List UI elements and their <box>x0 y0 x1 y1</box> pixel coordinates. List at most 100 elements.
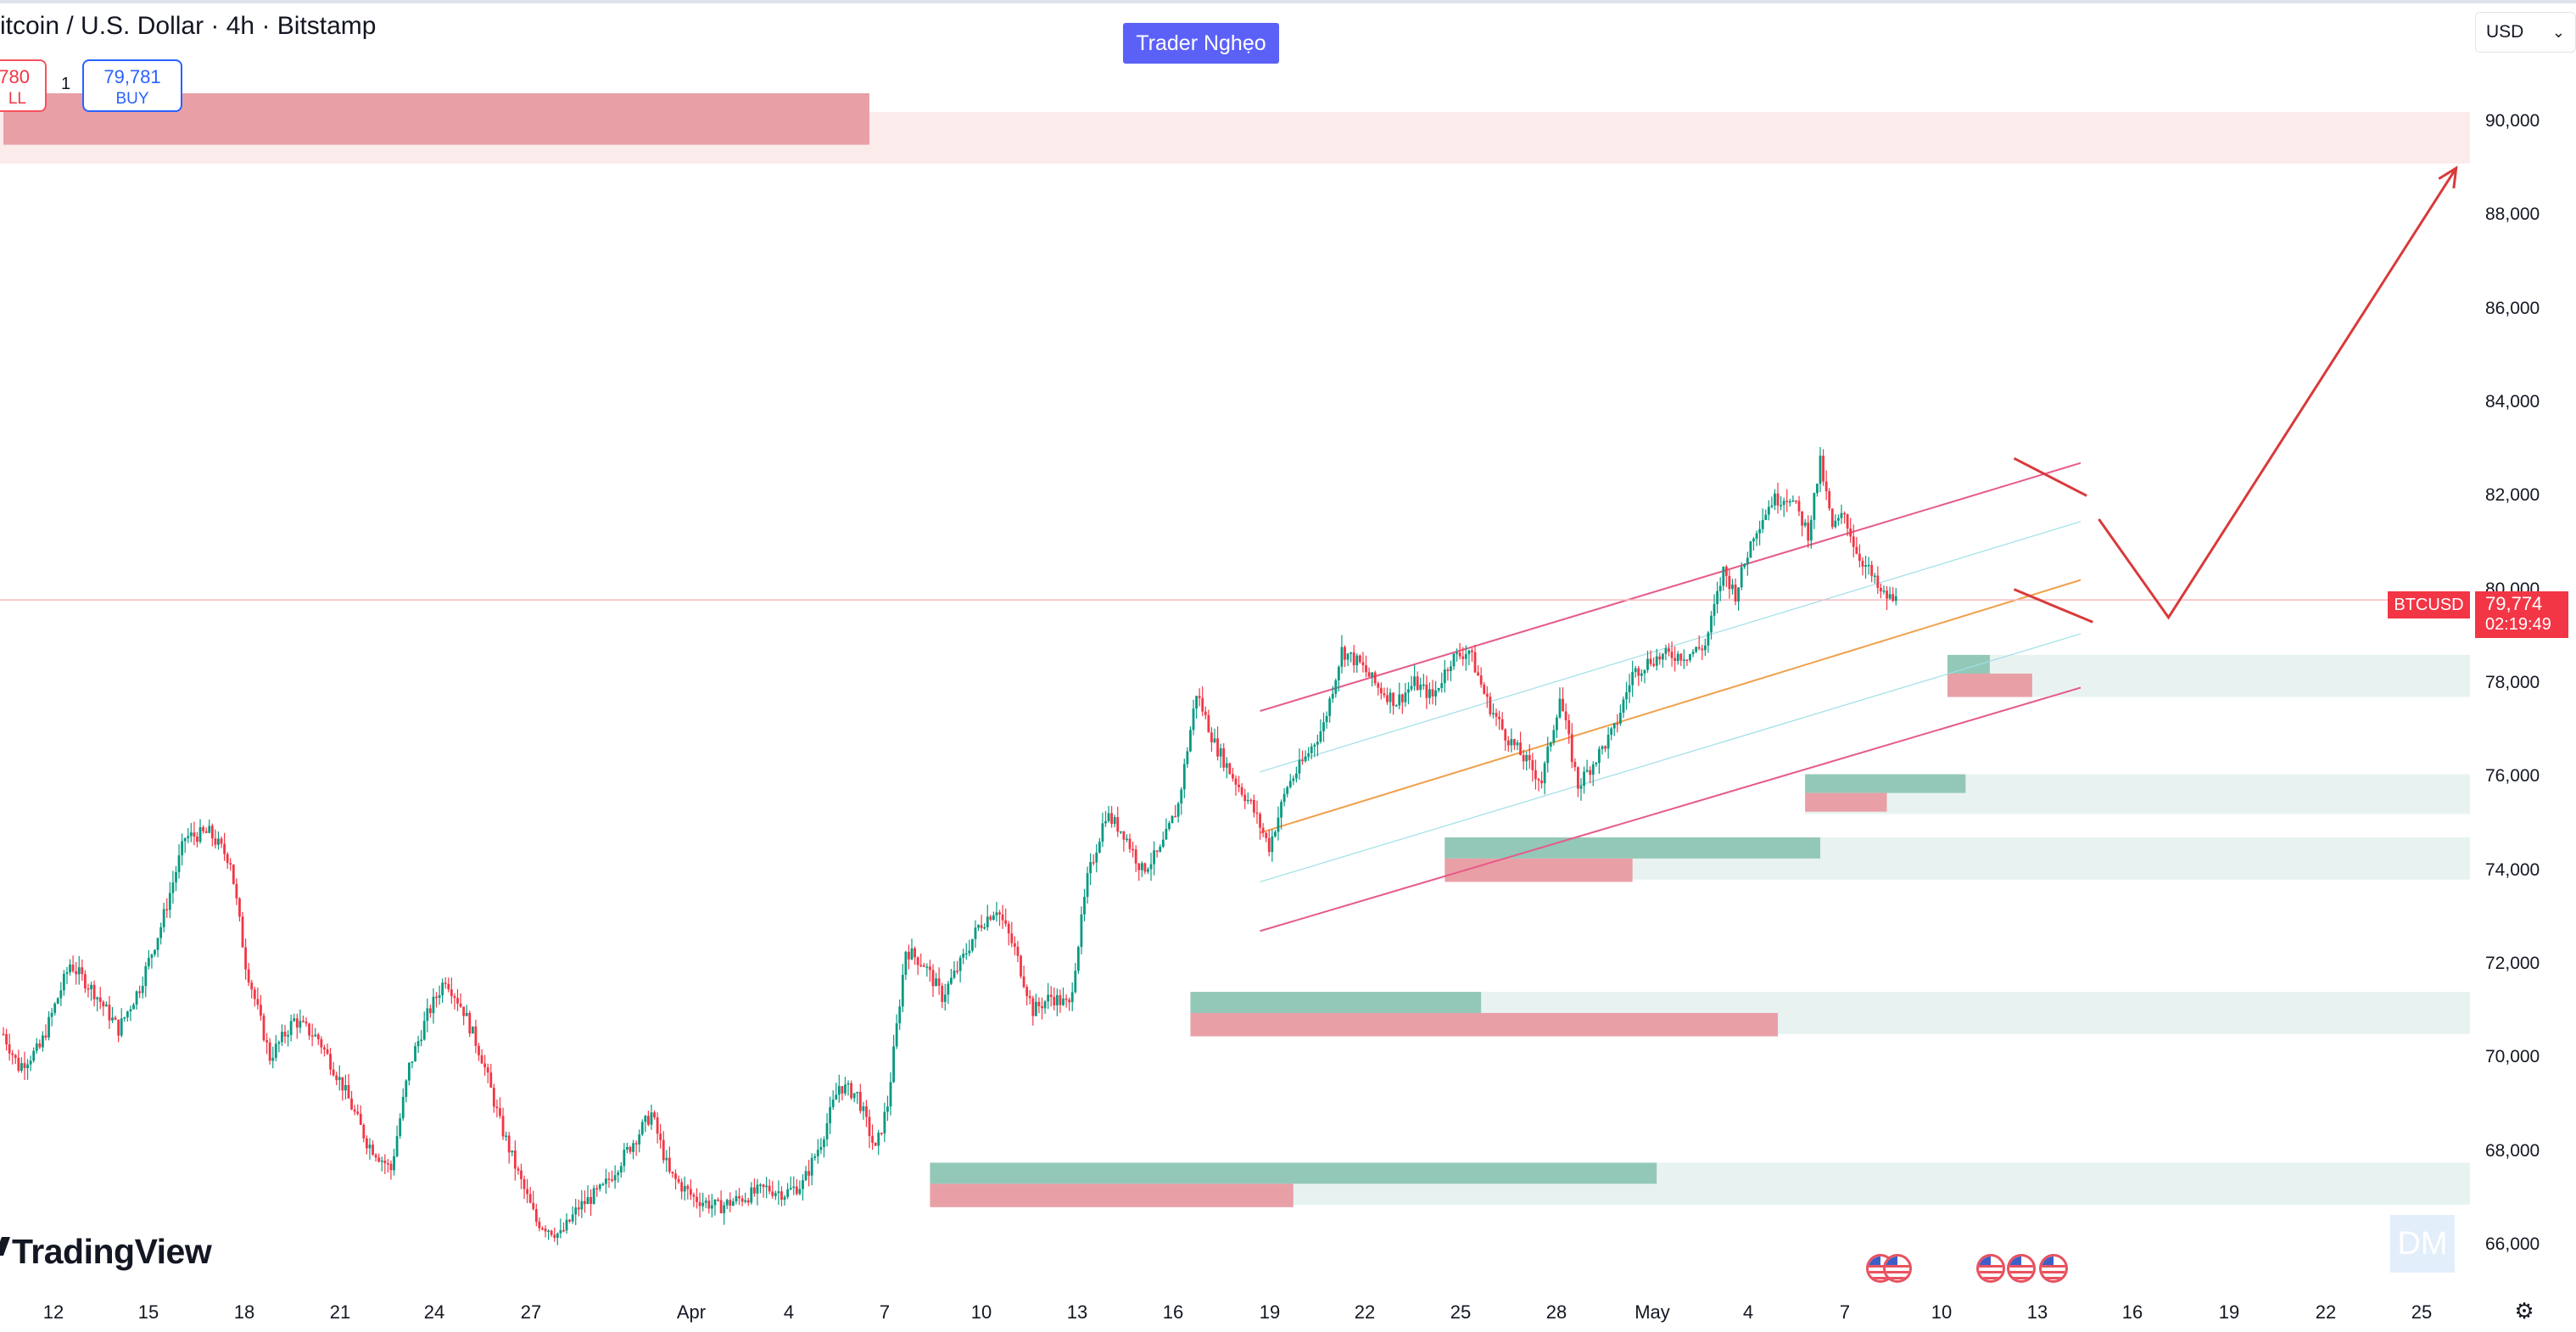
candle-body <box>1168 823 1171 829</box>
candle-body <box>1840 512 1843 518</box>
candle-body <box>465 1012 468 1016</box>
candle-body <box>1770 505 1774 507</box>
candle-body <box>662 1139 665 1161</box>
time-tick: 24 <box>423 1301 445 1323</box>
candle-body <box>1703 645 1707 651</box>
candle-body <box>1661 653 1664 660</box>
candle-body <box>1095 852 1098 863</box>
candle-body <box>1204 711 1207 715</box>
candle-body <box>1434 690 1438 697</box>
candle-body <box>1467 650 1471 654</box>
candle-body <box>420 1039 423 1042</box>
buy-button[interactable]: 79,781 BUY <box>82 59 182 112</box>
candle-body <box>1843 512 1846 515</box>
us-flag-event-icon[interactable] <box>2039 1254 2068 1283</box>
candle-body <box>1307 753 1310 757</box>
candle-body <box>1055 995 1059 1006</box>
candle-body <box>601 1184 605 1186</box>
candle-body <box>1894 596 1897 602</box>
candle-body <box>126 1011 129 1018</box>
candle-body <box>1492 713 1495 714</box>
candle-body <box>204 831 208 833</box>
candle-body <box>1570 734 1573 763</box>
candle-body <box>650 1112 653 1125</box>
settings-icon[interactable]: ⚙ <box>2514 1298 2534 1324</box>
candle-body <box>889 1082 892 1107</box>
time-tick: 25 <box>2411 1301 2433 1323</box>
candle-body <box>710 1205 713 1209</box>
candle-body <box>522 1178 526 1189</box>
candle-body <box>1776 493 1780 506</box>
candle-body <box>1386 695 1389 702</box>
candle-body <box>862 1106 865 1111</box>
us-flag-event-icon[interactable] <box>1976 1254 2005 1283</box>
candle-body <box>520 1170 522 1179</box>
candle-body <box>1161 839 1165 848</box>
candle-body <box>256 999 260 1005</box>
candle-body <box>111 1017 114 1021</box>
candle-body <box>704 1200 707 1203</box>
candle-body <box>886 1106 889 1112</box>
candle-body <box>47 1016 50 1038</box>
supply-zone <box>930 1184 1294 1207</box>
candle-body <box>929 966 931 971</box>
order-quantity[interactable]: 1 <box>61 75 71 93</box>
candle-body <box>380 1160 383 1162</box>
candle-body <box>268 1042 271 1061</box>
candle-body <box>547 1230 550 1233</box>
candle-body <box>1371 672 1374 677</box>
sell-button[interactable]: 780 LL <box>0 59 47 112</box>
candle-body <box>1664 648 1668 654</box>
candle-body <box>1828 491 1831 509</box>
candle-body <box>1271 836 1274 853</box>
us-flag-event-icon[interactable] <box>1883 1254 1912 1283</box>
candle-body <box>1086 873 1089 898</box>
candle-body <box>202 826 205 831</box>
candle-body <box>1549 742 1552 747</box>
candle-body <box>850 1083 852 1099</box>
candle-body <box>1140 863 1143 870</box>
candle-body <box>1622 699 1625 714</box>
candle-body <box>668 1157 671 1172</box>
candle-body <box>1749 541 1752 558</box>
price-tick: 72,000 <box>2485 954 2540 973</box>
candle-body <box>1534 770 1537 780</box>
candle-body <box>17 1057 20 1072</box>
candle-body <box>1180 789 1183 804</box>
currency-select[interactable]: USD ⌄ <box>2475 12 2576 53</box>
candle-body <box>1791 500 1795 502</box>
candle-body <box>1849 528 1852 537</box>
candle-body <box>598 1184 601 1189</box>
candle-body <box>1464 653 1467 659</box>
candle-body <box>389 1163 393 1171</box>
candle-body <box>831 1100 835 1107</box>
candle-body <box>217 838 220 845</box>
candle-body <box>323 1047 326 1049</box>
candle-body <box>580 1200 584 1210</box>
candle-body <box>374 1155 377 1158</box>
demand-zone <box>1947 654 1990 676</box>
candle-body <box>1610 728 1613 736</box>
candle-body <box>1718 585 1722 591</box>
candle-body <box>1461 656 1465 659</box>
candle-body <box>629 1147 632 1152</box>
candle-body <box>813 1156 817 1158</box>
candle-body <box>983 926 986 929</box>
candle-body <box>877 1133 880 1146</box>
candle-body <box>1101 823 1104 842</box>
candle-body <box>1328 698 1332 716</box>
candle-body <box>277 1042 281 1044</box>
candle-body <box>260 1005 262 1016</box>
candle-body <box>1431 689 1434 697</box>
time-tick: May <box>1634 1301 1670 1323</box>
candle-body <box>56 998 59 1004</box>
candle-body <box>165 909 169 911</box>
candle-body <box>1331 693 1334 699</box>
candle-body <box>746 1200 750 1203</box>
candle-body <box>1689 653 1691 661</box>
candle-body <box>1679 653 1683 661</box>
price-tick: 86,000 <box>2485 298 2540 318</box>
candle-body <box>835 1094 838 1100</box>
us-flag-event-icon[interactable] <box>2007 1254 2036 1283</box>
